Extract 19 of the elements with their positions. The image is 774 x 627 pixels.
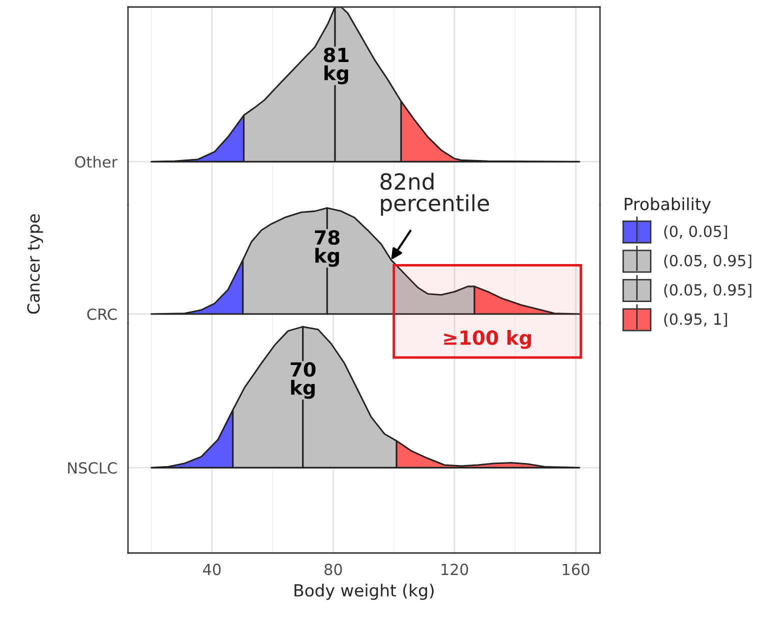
legend-label: (0.05, 0.95] (664, 254, 752, 268)
legend-label: (0.05, 0.95] (664, 284, 752, 298)
x-tick-label: 120 (442, 564, 468, 576)
legend-label: (0, 0.05] (664, 225, 727, 239)
text: CRC (87, 308, 117, 320)
x-tick-label: 40 (203, 564, 221, 576)
legend-title: Probability (624, 197, 711, 214)
legend-label: (0.95, 1] (664, 313, 727, 327)
text: NSCLC (68, 462, 117, 474)
y-axis-title: Cancer type (27, 214, 44, 314)
band-label: ≥100 kg (444, 330, 531, 349)
x-tick-label: 160 (562, 564, 590, 576)
x-tick-label: 80 (324, 564, 342, 576)
annotation: 78 kg (314, 230, 340, 267)
annotation: 81 kg (324, 48, 348, 84)
annotation: 70 kg (290, 362, 316, 399)
annotation: 82nd percentile (380, 172, 489, 216)
text: Other (75, 156, 118, 168)
x-axis-title: Body weight (kg) (294, 584, 434, 600)
